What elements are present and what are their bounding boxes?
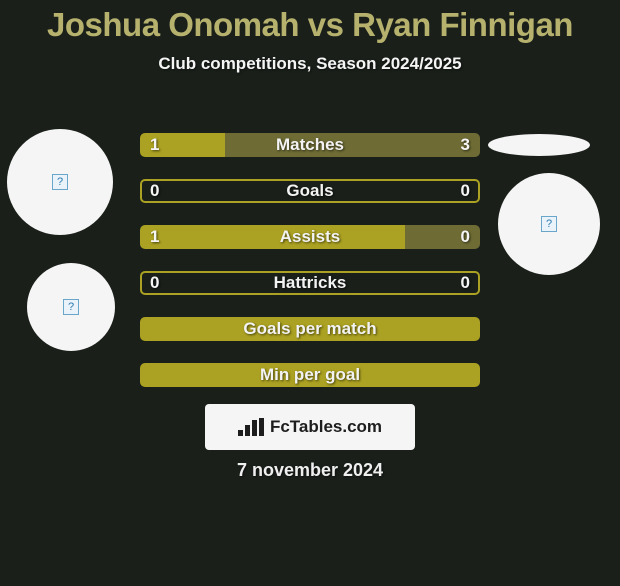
stat-bar-row: Hattricks0 0 — [140, 271, 480, 295]
stat-value-left: 0 — [150, 271, 159, 295]
stat-label: Goals — [140, 179, 480, 203]
stat-label: Matches — [140, 133, 480, 157]
player2-club: ? — [498, 173, 600, 275]
comparison-title: Joshua Onomah vs Ryan Finnigan — [0, 6, 620, 44]
player1-photo: ? — [7, 129, 113, 235]
stat-value-right: 0 — [461, 271, 470, 295]
stat-bar-row: Assists1 0 — [140, 225, 480, 249]
stat-bar-row: Min per goal — [140, 363, 480, 387]
stat-label: Min per goal — [140, 363, 480, 387]
image-placeholder-icon: ? — [63, 299, 79, 315]
snapshot-date: 7 november 2024 — [0, 460, 620, 481]
stat-bar-row: Matches1 3 — [140, 133, 480, 157]
stat-value-right: 3 — [461, 133, 470, 157]
stat-value-left: 1 — [150, 133, 159, 157]
player2-photo-ellipse — [488, 134, 590, 156]
stat-bar-row: Goals0 0 — [140, 179, 480, 203]
brand-badge: FcTables.com — [205, 404, 415, 450]
image-placeholder-icon: ? — [52, 174, 68, 190]
image-placeholder-icon: ? — [541, 216, 557, 232]
player1-club: ? — [27, 263, 115, 351]
comparison-subtitle: Club competitions, Season 2024/2025 — [0, 54, 620, 74]
brand-text: FcTables.com — [270, 417, 382, 437]
brand-logo-icon — [238, 418, 264, 436]
stat-bars: Matches13Goals00Assists10Hattricks00Goal… — [140, 133, 480, 409]
stat-label: Hattricks — [140, 271, 480, 295]
stat-value-left: 0 — [150, 179, 159, 203]
stat-bar-row: Goals per match — [140, 317, 480, 341]
stat-value-left: 1 — [150, 225, 159, 249]
stat-label: Assists — [140, 225, 480, 249]
stat-value-right: 0 — [461, 179, 470, 203]
stat-value-right: 0 — [461, 225, 470, 249]
stat-label: Goals per match — [140, 317, 480, 341]
